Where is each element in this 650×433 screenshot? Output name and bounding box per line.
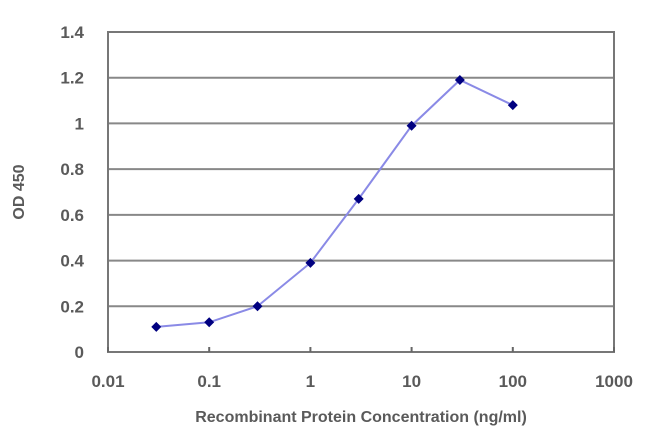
y-tick-label: 0 — [75, 343, 84, 362]
grid-lines — [108, 76, 614, 308]
data-point-marker — [507, 100, 518, 111]
y-tick-label: 0.6 — [60, 206, 84, 225]
data-point-marker — [305, 257, 316, 268]
x-tick-label: 1 — [306, 372, 315, 391]
plot-area — [107, 31, 615, 353]
y-axis-title: OD 450 — [11, 164, 28, 219]
data-markers — [151, 75, 518, 332]
data-point-marker — [204, 317, 215, 328]
x-tick-label: 0.1 — [197, 372, 221, 391]
y-tick-label: 1 — [75, 114, 84, 133]
data-point-marker — [454, 75, 465, 85]
x-axis-ticks: 0.01 0.1 1 10 100 1000 — [91, 347, 633, 391]
y-tick-label: 1.4 — [60, 23, 84, 42]
y-axis-ticks: 0 0.2 0.4 0.6 0.8 1 1.2 1.4 — [60, 23, 84, 362]
y-tick-label: 0.2 — [60, 297, 84, 316]
x-tick-label: 100 — [499, 372, 527, 391]
x-tick-label: 1000 — [595, 372, 633, 391]
data-point-marker — [406, 120, 417, 131]
x-tick-label: 0.01 — [91, 372, 124, 391]
y-tick-label: 1.2 — [60, 69, 84, 88]
data-point-marker — [151, 321, 162, 332]
y-tick-label: 0.4 — [60, 252, 84, 271]
data-line — [156, 78, 514, 328]
y-tick-label: 0.8 — [60, 160, 84, 179]
x-axis-title: Recombinant Protein Concentration (ng/ml… — [195, 409, 527, 426]
data-point-marker — [353, 193, 364, 204]
x-tick-label: 10 — [402, 372, 421, 391]
data-point-marker — [252, 301, 263, 312]
